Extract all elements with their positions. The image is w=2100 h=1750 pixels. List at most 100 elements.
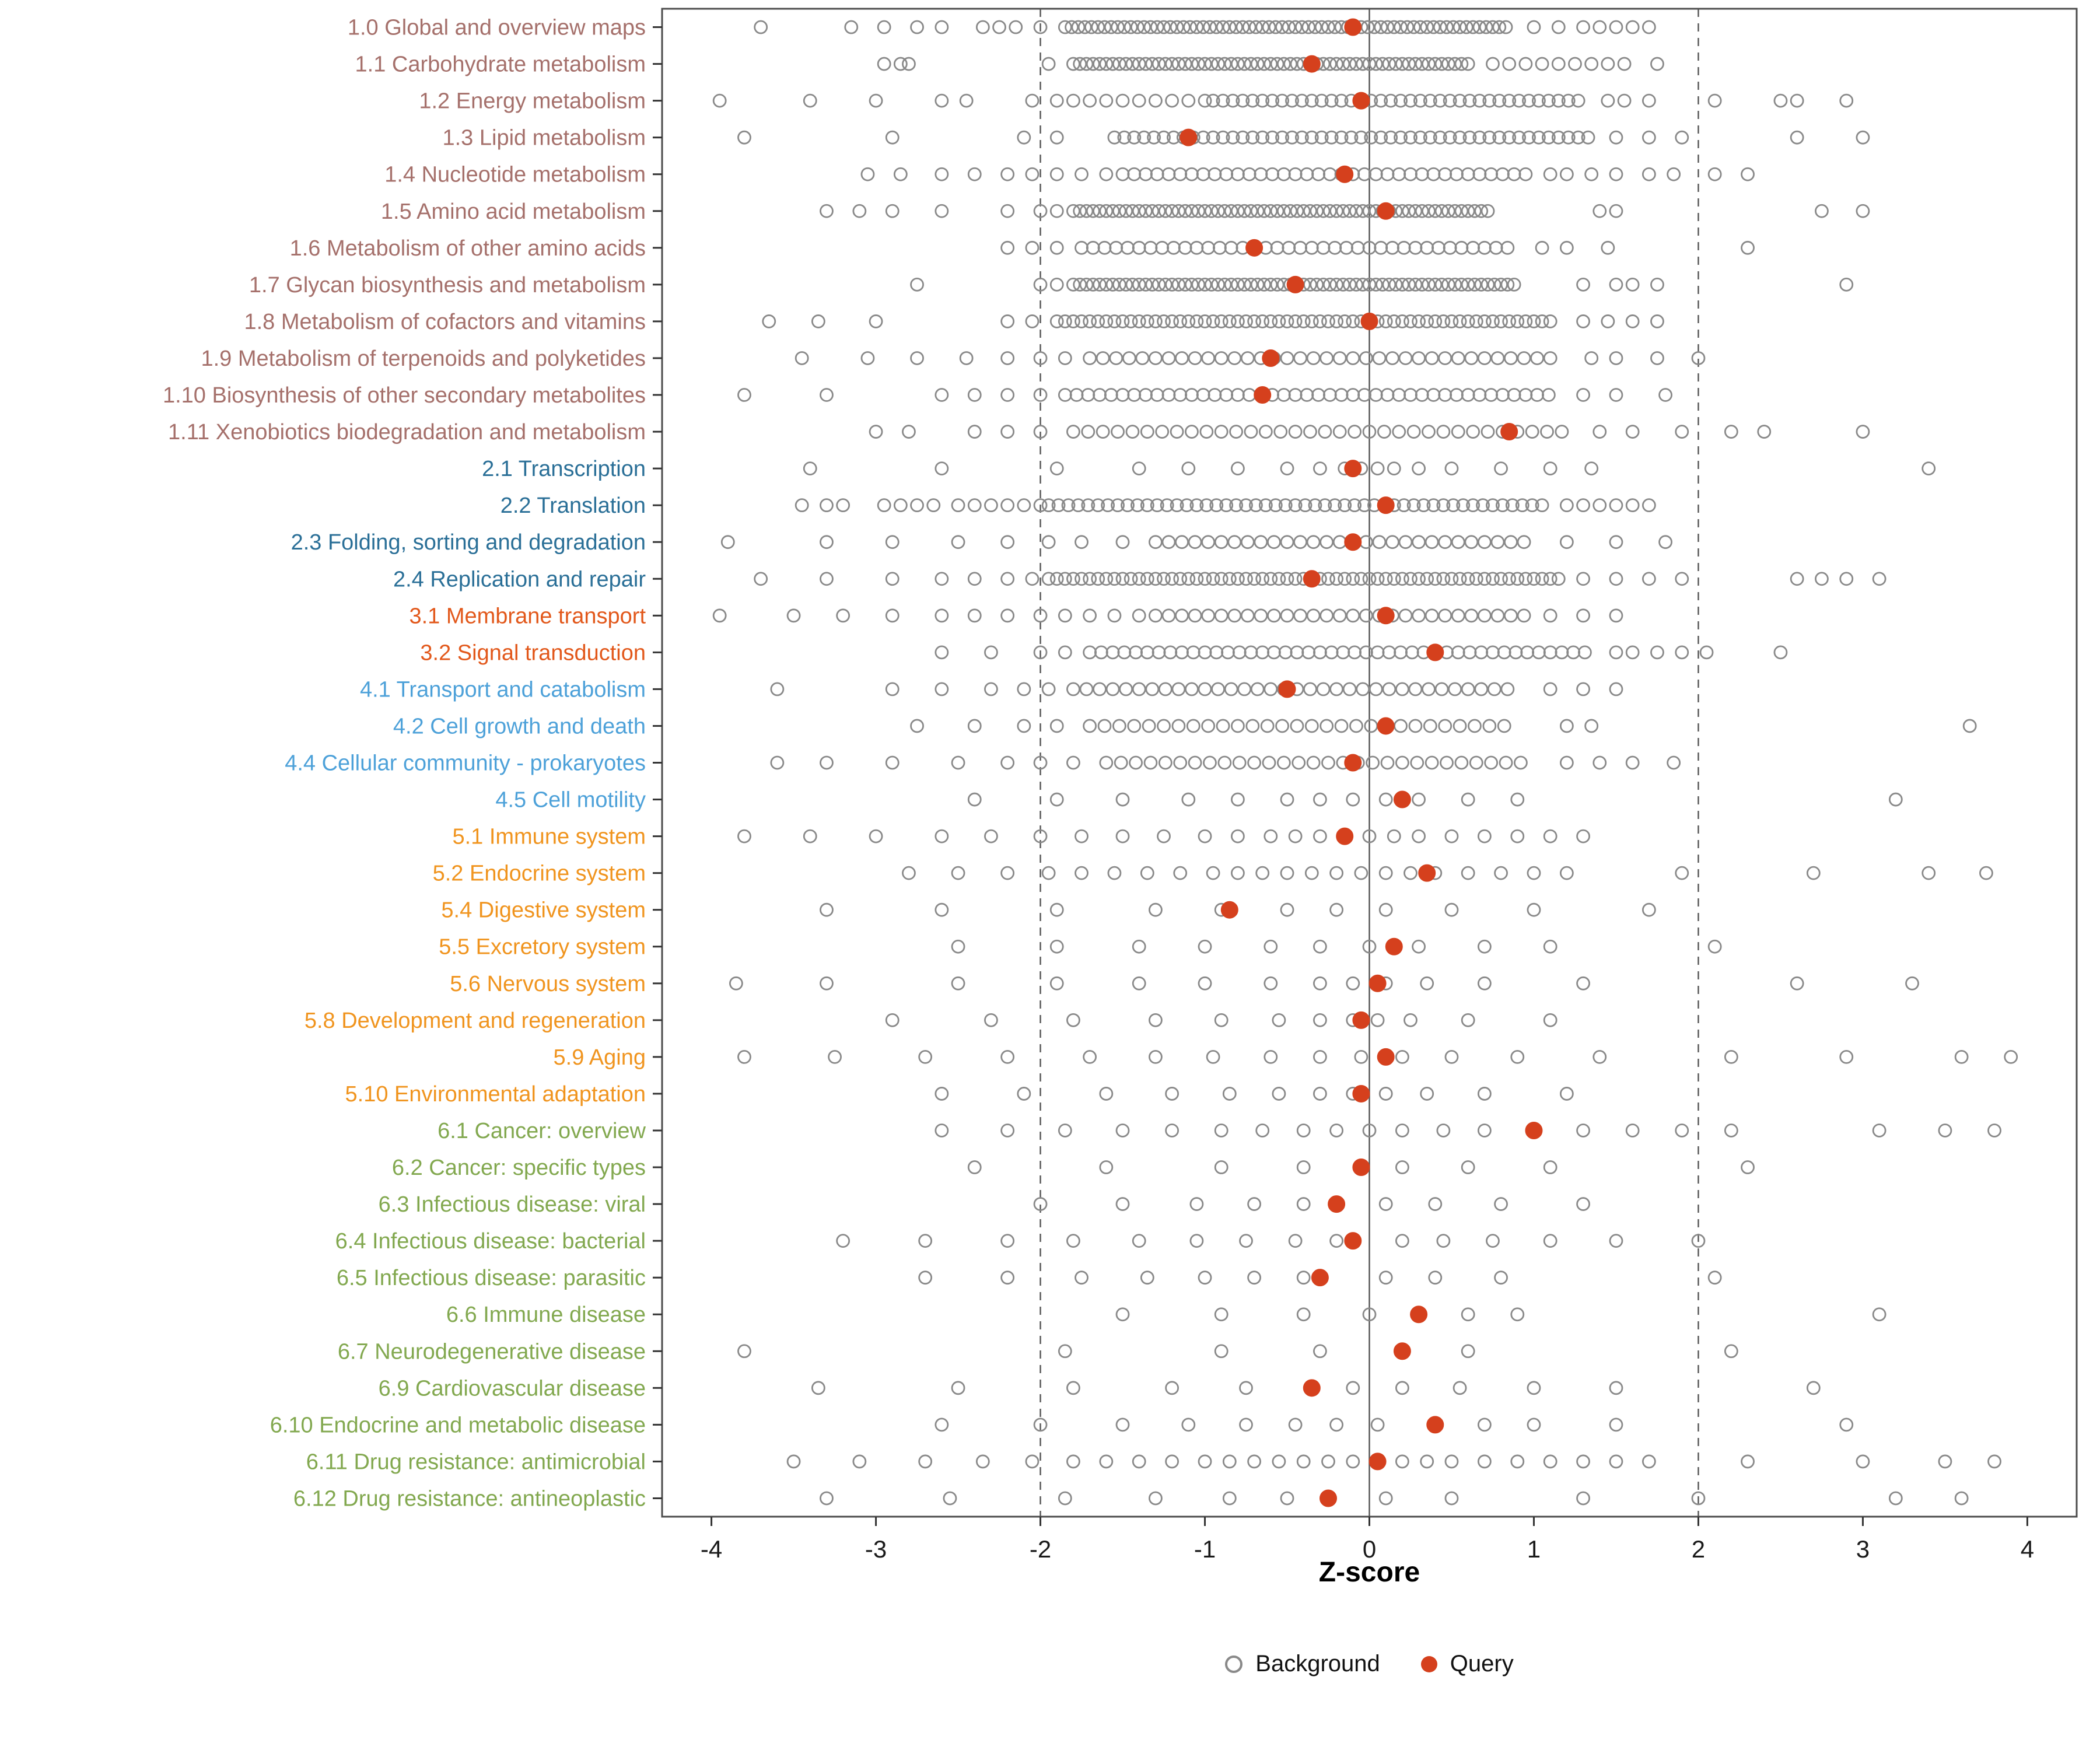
background-point: [1362, 939, 1377, 954]
background-point: [1376, 57, 1390, 71]
background-point: [975, 20, 990, 34]
background-point: [885, 535, 900, 550]
background-point: [1408, 719, 1423, 733]
background-point: [1412, 314, 1426, 328]
background-point: [1000, 1124, 1015, 1138]
background-point: [828, 1049, 842, 1064]
background-point: [1058, 1124, 1072, 1138]
background-point: [1117, 20, 1132, 34]
background-point: [794, 498, 809, 513]
background-point: [1285, 130, 1299, 145]
background-point: [1382, 645, 1396, 660]
background-point: [1806, 866, 1821, 880]
background-point: [1140, 425, 1154, 439]
background-point: [1149, 314, 1163, 328]
background-point: [1364, 719, 1378, 733]
query-point: [1368, 974, 1387, 992]
background-point: [1424, 535, 1439, 550]
background-point: [1049, 572, 1064, 586]
background-point: [1247, 755, 1262, 770]
background-point: [1372, 351, 1387, 365]
background-point: [1410, 755, 1424, 770]
background-point: [1979, 866, 1993, 880]
background-point: [1224, 240, 1238, 255]
background-point: [1527, 1381, 1541, 1395]
query-point: [1344, 1232, 1362, 1250]
background-point: [984, 829, 998, 844]
background-point: [1372, 535, 1387, 550]
background-point: [1288, 388, 1303, 402]
background-point: [1400, 20, 1415, 34]
background-point: [1107, 608, 1122, 623]
background-point: [1084, 20, 1098, 34]
background-point: [1395, 1454, 1409, 1469]
background-point: [1642, 93, 1656, 108]
background-point: [1250, 277, 1265, 292]
background-point: [1313, 1087, 1327, 1101]
background-point: [1137, 130, 1152, 145]
background-point: [1576, 388, 1590, 402]
background-point: [1115, 572, 1130, 586]
background-point: [1448, 57, 1462, 71]
background-point: [1349, 719, 1363, 733]
background-point: [885, 204, 900, 218]
background-point: [1066, 1454, 1080, 1469]
background-point: [1609, 351, 1623, 365]
background-point: [1149, 535, 1163, 550]
background-point: [1025, 93, 1040, 108]
background-point: [1280, 351, 1294, 365]
background-point: [1477, 939, 1492, 954]
background-point: [1543, 682, 1558, 696]
background-point: [1551, 20, 1566, 34]
background-point: [1240, 351, 1255, 365]
query-point: [1344, 18, 1362, 36]
background-point: [1922, 866, 1936, 880]
background-point: [1839, 1418, 1854, 1432]
background-point: [1049, 204, 1064, 218]
background-point: [1535, 314, 1549, 328]
background-point: [1334, 93, 1349, 108]
background-point: [1452, 314, 1467, 328]
query-point: [1377, 1048, 1395, 1066]
background-point: [820, 535, 834, 550]
background-point: [1492, 130, 1507, 145]
background-point: [1329, 57, 1344, 71]
query-point: [1303, 570, 1321, 588]
background-point: [1456, 498, 1471, 513]
background-point: [1741, 240, 1755, 255]
background-point: [1198, 682, 1212, 696]
background-point: [1609, 535, 1623, 550]
background-point: [1444, 829, 1459, 844]
background-point: [902, 425, 916, 439]
background-point: [1518, 388, 1533, 402]
background-point: [1198, 939, 1212, 954]
background-point: [1440, 755, 1454, 770]
background-point: [1083, 608, 1097, 623]
background-point: [1270, 204, 1284, 218]
row-label: 2.4 Replication and repair: [393, 567, 646, 592]
background-point: [1041, 866, 1056, 880]
background-point: [1214, 608, 1228, 623]
background-point: [967, 167, 982, 181]
background-point: [1541, 130, 1556, 145]
background-point: [1000, 351, 1015, 365]
background-point: [1441, 277, 1455, 292]
background-point: [1452, 93, 1467, 108]
query-point: [1393, 790, 1411, 808]
background-point: [1872, 1124, 1887, 1138]
background-point: [1790, 93, 1804, 108]
background-point: [1000, 572, 1015, 586]
background-point: [1157, 829, 1171, 844]
background-point: [1370, 1013, 1385, 1027]
background-point: [1288, 425, 1303, 439]
background-point: [1033, 425, 1048, 439]
background-point: [1262, 20, 1276, 34]
background-point: [967, 1160, 982, 1174]
background-point: [1275, 93, 1289, 108]
background-point: [811, 1381, 825, 1395]
background-point: [1856, 204, 1870, 218]
background-point: [1530, 388, 1545, 402]
background-point: [1111, 20, 1125, 34]
row-label: 6.5 Infectious disease: parasitic: [337, 1266, 646, 1290]
background-point: [1856, 1454, 1870, 1469]
